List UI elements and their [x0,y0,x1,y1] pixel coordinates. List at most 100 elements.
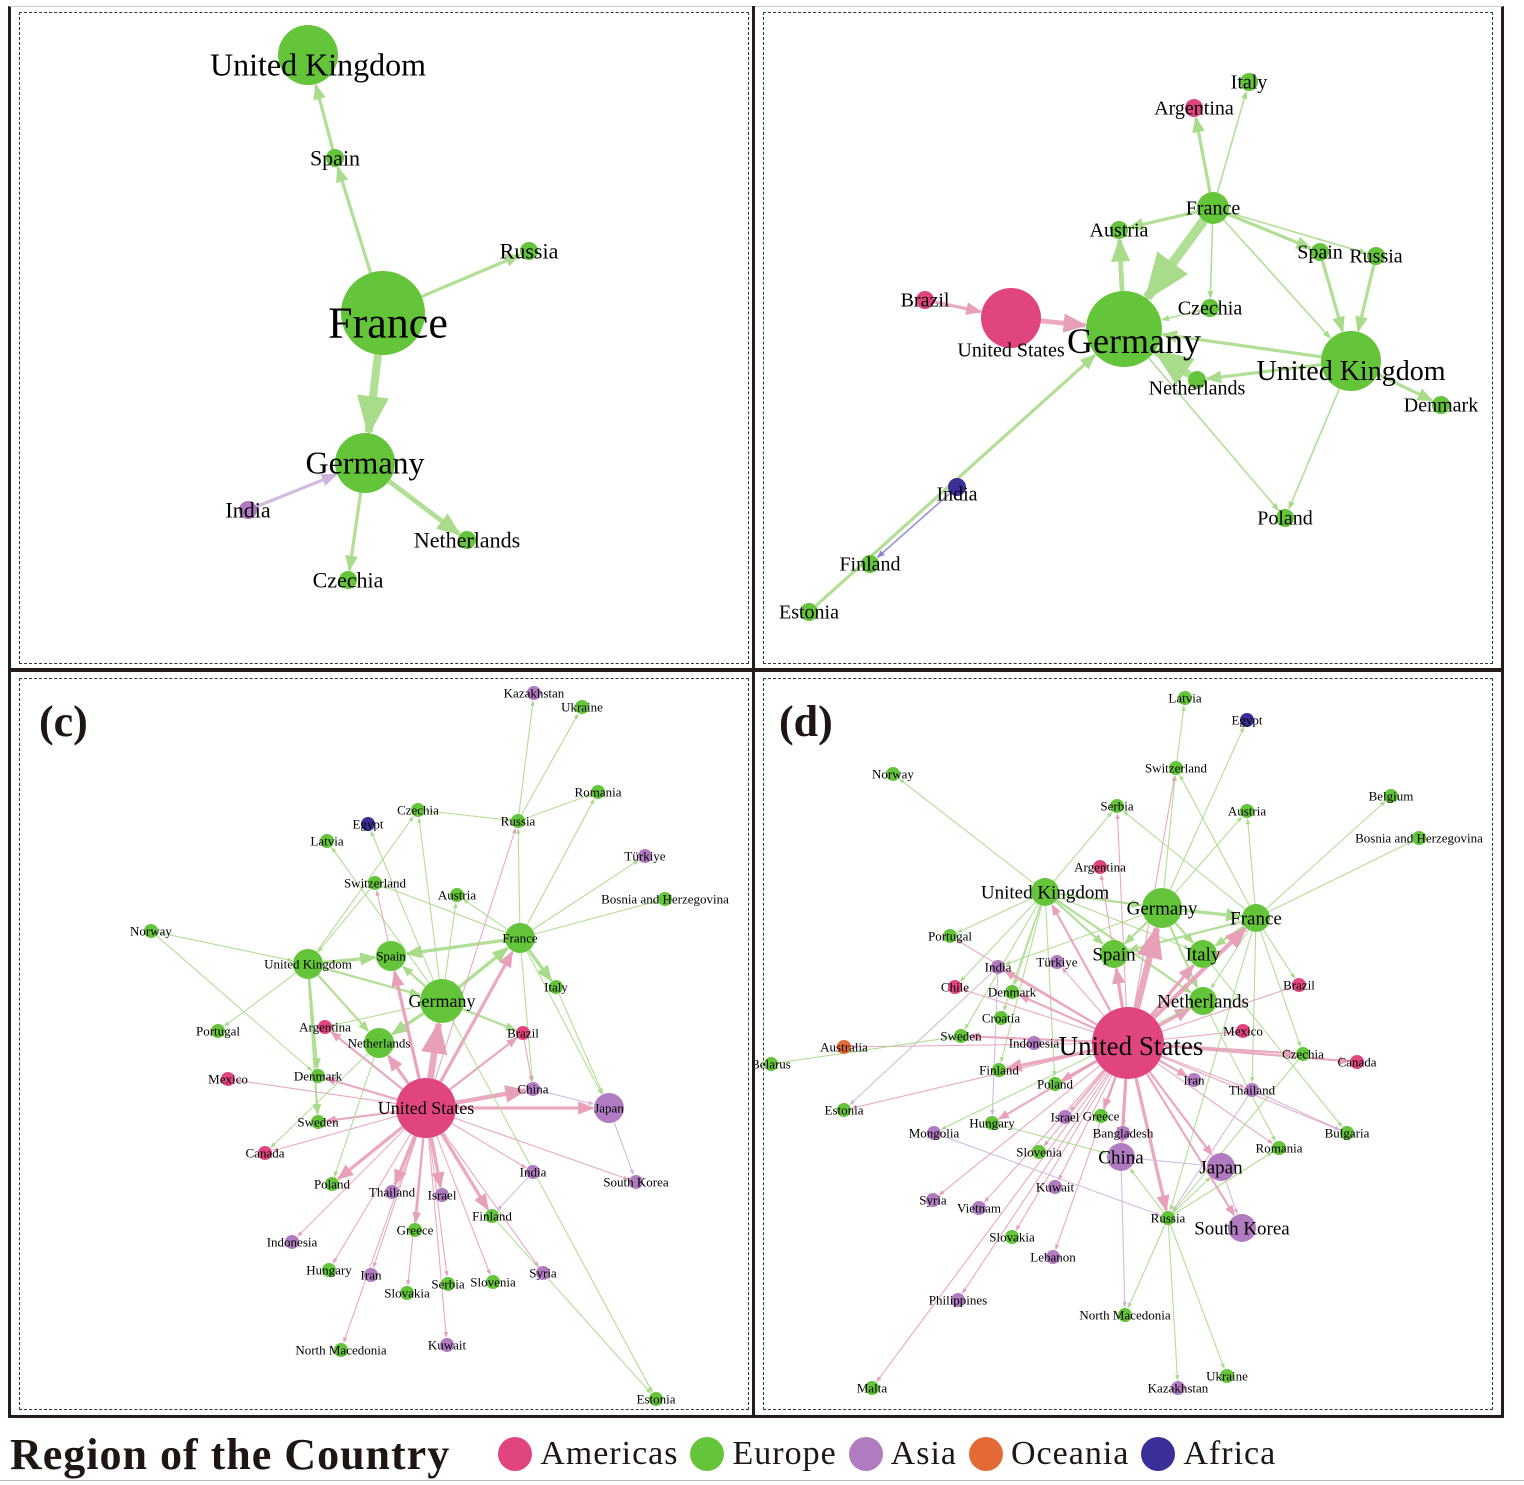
node-label: Israel [1051,1109,1080,1124]
edge-france-to-china [520,952,535,1082]
asia-swatch-icon [848,1437,883,1471]
edge-united-states-to-france [439,950,514,1083]
edge-france-to-brazil [1263,929,1296,979]
edge-italy-to-japan [558,993,604,1094]
node-belarus [764,1057,778,1071]
node-label: Iran [1184,1072,1205,1087]
edge-germany-to-switzerland [1163,775,1177,889]
edge-united-states-to-russia [434,828,517,1080]
edge-united-states-to-slovakia [1015,1073,1110,1231]
node-label: Mexico [208,1071,248,1086]
legend-label: Africa [1183,1435,1277,1472]
africa-swatch-icon [1141,1437,1176,1471]
edge-united-states-to-serbia [429,1137,449,1277]
node-label: Russia [501,813,536,828]
edge-france-to-russia [516,828,521,924]
node-norway [144,924,158,938]
node-label: Kazakhstan [1148,1380,1209,1395]
node-latvia [1178,691,1192,705]
node-united-kingdom [1321,331,1381,391]
panel-dashed-border [19,12,749,664]
node-label: Spain [310,145,360,170]
edge-united-states-to-türkiye [1061,967,1105,1017]
node-label: Slovenia [1016,1144,1062,1159]
node-iran [1187,1073,1201,1087]
edge-france-to-czechia [1260,931,1301,1047]
node-label: Romania [1256,1140,1303,1155]
edge-czechia-to-germany [1161,309,1202,322]
node-poland [325,1177,339,1191]
legend-label: Asia [890,1435,957,1472]
node-iran [364,1268,378,1282]
node-label: France [1230,908,1282,929]
edge-brazil-to-china [523,1039,533,1082]
edge-united-states-to-malta [876,1071,1107,1383]
edge-france-to-switzerland [1179,774,1250,906]
edge-united-states-to-thailand [393,1135,417,1187]
node-label: China [517,1081,548,1096]
node-netherlands [364,1028,394,1058]
node-label: Israel [428,1187,457,1202]
node-label: Argentina [1074,859,1126,874]
node-france [341,271,425,355]
node-lebanon [1046,1250,1060,1264]
nodes-layer [144,686,672,1406]
node-thailand [1245,1083,1259,1097]
node-russia [1367,247,1385,265]
edge-germany-to-brazil [462,1008,517,1032]
edge-germany-to-france [1181,908,1243,922]
node-label: Norway [130,923,172,938]
edge-france-to-russia [1169,931,1253,1211]
edge-france-to-romania [526,798,595,926]
node-france [1242,904,1270,932]
node-sweden [311,1115,325,1129]
edge-united-states-to-greece [1102,1076,1117,1110]
node-türkiye [638,849,652,863]
node-united-kingdom [278,25,338,85]
edge-united-states-to-india [1003,970,1098,1026]
nodes-layer [239,25,538,589]
node-label: United Kingdom [1257,356,1446,387]
node-north-macedonia [1118,1308,1132,1322]
node-denmark [311,1069,325,1083]
node-united-states [396,1078,456,1138]
node-label: United Kingdom [981,882,1109,903]
edge-united-states-to-finland [440,1132,490,1211]
node-label: Canada [246,1145,285,1160]
edge-united-states-to-iran [1158,1059,1188,1078]
edge-switzerland-to-latvia [1176,705,1186,762]
node-label: South Korea [1194,1218,1290,1239]
edge-germany-to-czechia [417,817,440,980]
panel-dashed-border [763,678,1493,1410]
node-label: Slovenia [470,1274,516,1289]
europe-swatch-icon [690,1437,725,1471]
edge-united-states-to-lebanon [1055,1076,1117,1250]
node-india [239,501,257,519]
node-spain [376,941,406,971]
edge-netherlands-to-canada [270,1053,369,1148]
node-mexico [1236,1024,1250,1038]
node-japan [594,1093,624,1123]
node-türkiye [1050,955,1064,969]
node-label: Poland [314,1176,351,1191]
node-label: Australia [820,1039,868,1054]
edge-italy-to-bulgaria [1211,964,1343,1128]
labels-layer: United Kingdom Spain Russia France Germany In… [210,47,559,593]
node-label: Egypt [352,816,383,831]
edge-france-to-spain [405,938,506,959]
node-label: Czechia [313,567,384,592]
edge-brazil-to-united-states [933,300,983,315]
node-label: Chile [941,979,969,994]
node-label: India [225,497,270,522]
node-label: Czechia [1178,298,1243,320]
node-france [1197,192,1229,224]
edge-france-to-thailand [1250,931,1257,1083]
edge-united-kingdom-to-poland [1288,388,1341,510]
edge-china-to-japan [1134,1157,1207,1168]
node-label: Malta [857,1380,888,1395]
node-label: Türkiye [1036,954,1077,969]
node-label: Kuwait [428,1337,467,1352]
node-thailand [385,1185,399,1199]
edge-france-to-spain [336,166,373,274]
